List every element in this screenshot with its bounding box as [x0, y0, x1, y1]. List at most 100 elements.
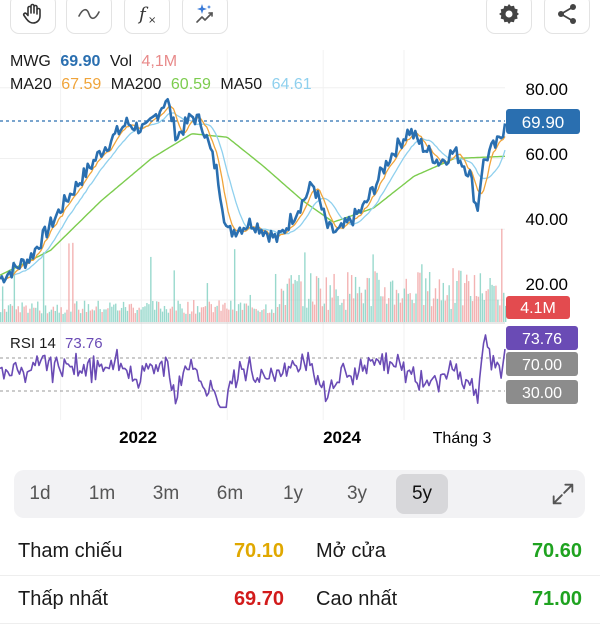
rsi-upper-tag-text: 70.00 — [522, 357, 562, 374]
volume-bar — [374, 271, 376, 322]
volume-bar — [46, 313, 49, 322]
rsi-line — [0, 334, 506, 409]
volume-bar — [489, 277, 491, 322]
price-lines — [0, 98, 507, 284]
volume-bar — [1, 286, 4, 322]
volume-bar — [17, 306, 19, 322]
volume-bar — [212, 312, 214, 322]
legend-ma200-label: MA200 — [111, 76, 162, 93]
volume-bar — [405, 278, 407, 322]
volume-bar — [220, 310, 222, 322]
volume-bar — [173, 270, 175, 322]
rsi-label: RSI 14 — [10, 335, 56, 352]
draw-hand-button[interactable] — [10, 0, 56, 34]
ai-trend-button[interactable] — [182, 0, 228, 34]
volume-bar — [272, 312, 275, 322]
volume-bar — [391, 280, 394, 322]
svg-text:×: × — [148, 15, 156, 26]
volume-bar — [501, 228, 503, 322]
share-button[interactable] — [544, 0, 590, 34]
volume-bar — [475, 295, 478, 322]
volume-bar — [259, 311, 261, 322]
volume-bar — [97, 300, 99, 322]
volume-bar — [481, 293, 484, 322]
chart-grid — [0, 50, 505, 420]
volume-bar — [360, 292, 363, 322]
timeframe-1d[interactable]: 1d — [29, 483, 51, 504]
volume-bar — [21, 302, 23, 322]
volume-bar — [56, 304, 58, 322]
volume-bar — [399, 302, 402, 322]
volume-bar — [179, 303, 181, 322]
volume-bar — [440, 300, 443, 322]
ai-trend-icon — [196, 4, 213, 23]
function-tool-button[interactable]: f × — [124, 0, 170, 34]
timeframe-selector: 1d 1m 3m 6m 1y 3y 5y — [14, 470, 585, 518]
timeframe-5y[interactable]: 5y — [396, 474, 448, 514]
volume-bar — [329, 285, 331, 322]
legend-price: 69.90 — [60, 53, 100, 70]
volume-bar — [432, 298, 435, 322]
volume-bar — [116, 310, 119, 322]
volume-bar — [407, 293, 409, 322]
expand-icon[interactable] — [549, 480, 577, 508]
current-price-tag-text: 69.90 — [522, 113, 565, 132]
volume-bar — [280, 288, 283, 322]
rsi-lower-tag — [506, 380, 578, 404]
volume-bar — [286, 283, 289, 322]
legend-ma20-value: 67.59 — [61, 76, 101, 93]
volume-bar — [95, 306, 97, 322]
volume-bar — [321, 306, 324, 322]
volume-bars — [0, 228, 507, 322]
volume-bar — [257, 310, 259, 322]
timeframe-3m[interactable]: 3m — [152, 483, 180, 504]
timeframe-1y[interactable]: 1y — [282, 483, 304, 504]
volume-bar — [349, 293, 351, 322]
volume-bar — [187, 301, 189, 322]
volume-bar — [68, 243, 70, 322]
volume-bar — [218, 300, 220, 322]
open-label: Mở cửa — [316, 540, 386, 562]
function-icon: f × — [137, 4, 156, 26]
curve-tool-button[interactable] — [66, 0, 112, 34]
stock-chart[interactable]: MWG 69.90 Vol 4,1M MA20 67.59 MA200 60.5… — [0, 44, 600, 456]
volume-bar — [356, 293, 359, 322]
volume-bar — [350, 275, 353, 322]
timeframe-3y[interactable]: 3y — [346, 483, 368, 504]
volume-bar — [364, 289, 367, 322]
volume-bar — [189, 313, 191, 322]
rsi-tag — [506, 326, 578, 350]
volume-bar — [144, 306, 146, 322]
volume-bar — [505, 305, 507, 322]
volume-bar — [208, 301, 211, 322]
volume-bar — [477, 296, 480, 322]
legend-vol-label: Vol — [110, 53, 132, 70]
volume-bar — [425, 278, 427, 322]
volume-bar — [0, 312, 2, 322]
volume-bar — [337, 295, 339, 322]
legend-ma50-label: MA50 — [220, 76, 262, 93]
volume-bar — [155, 301, 158, 322]
volume-bar — [146, 302, 148, 322]
legend-ma20-label: MA20 — [10, 76, 52, 93]
volume-bar — [40, 313, 43, 322]
ma50-line — [0, 112, 506, 280]
volume-bar — [7, 305, 10, 322]
volume-bar — [154, 309, 156, 322]
rsi-lower-tag-text: 30.00 — [522, 385, 562, 402]
volume-bar — [5, 311, 8, 322]
volume-bar — [290, 275, 292, 322]
timeframe-6m[interactable]: 6m — [216, 483, 244, 504]
volume-bar — [335, 289, 337, 322]
chart-canvas[interactable]: MWG 69.90 Vol 4,1M MA20 67.59 MA200 60.5… — [0, 44, 600, 456]
volume-bar — [249, 294, 251, 322]
volume-bar — [436, 298, 439, 322]
volume-bar — [196, 306, 199, 322]
settings-button[interactable] — [486, 0, 532, 34]
timeframe-1m[interactable]: 1m — [88, 483, 116, 504]
volume-bar — [235, 311, 238, 322]
volume-bar — [304, 252, 306, 322]
volume-bar — [261, 310, 263, 322]
volume-bar — [171, 306, 173, 322]
svg-text:RSI 14 73.76: RSI 14 73.76 — [10, 335, 103, 352]
